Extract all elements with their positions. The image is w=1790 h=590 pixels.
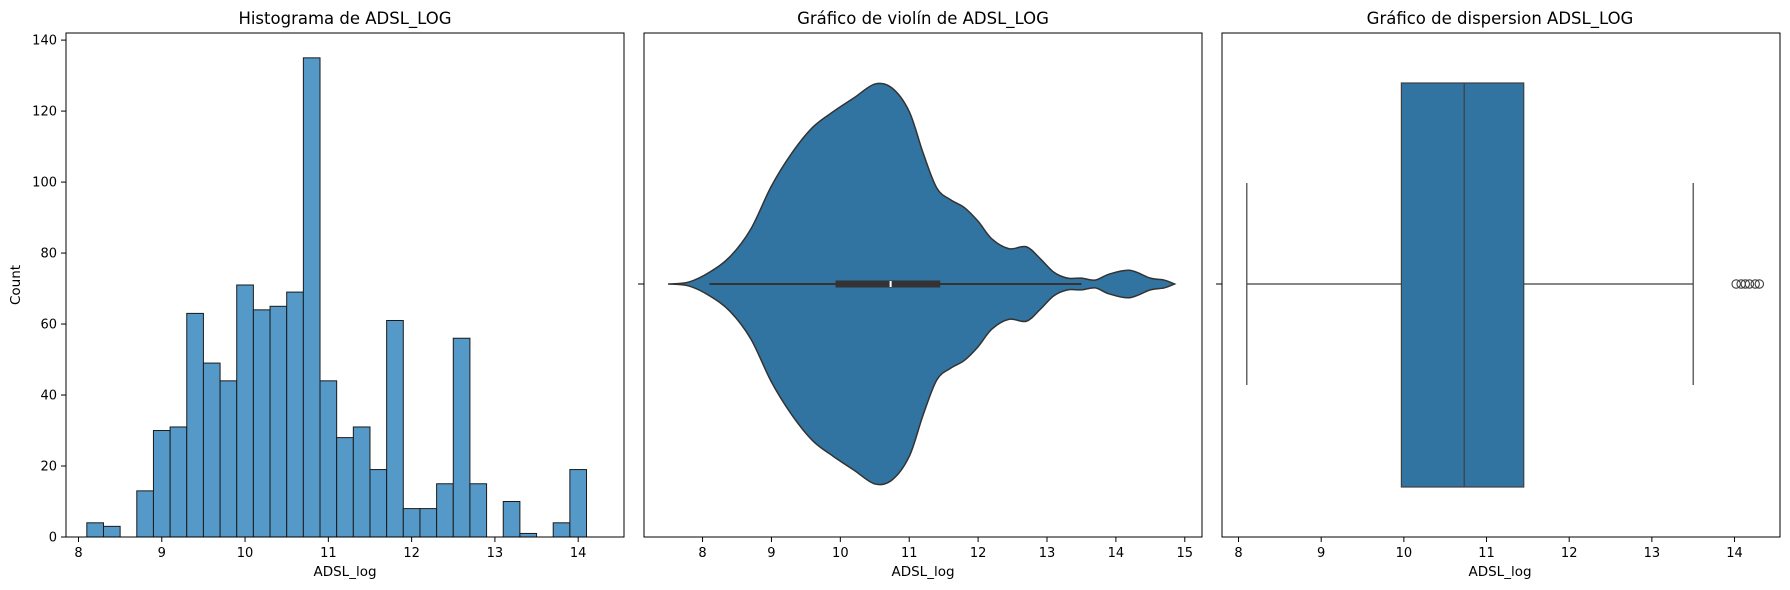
histogram-bar: [436, 483, 454, 538]
boxplot-x-tick-label: 12: [1561, 546, 1578, 561]
boxplot-x-tick-label: 11: [1478, 546, 1495, 561]
boxplot-outlier: [1754, 279, 1765, 289]
histogram-bar: [469, 483, 488, 538]
histogram-x-tick-label: 9: [158, 546, 166, 561]
histogram-x-tick-label: 14: [570, 546, 587, 561]
histogram-bar: [352, 426, 371, 538]
histogram-bar: [502, 501, 521, 538]
violin-x-ticks: 8 9 10 11 12 13 14 15: [698, 537, 1193, 561]
boxplot-body: [1246, 82, 1765, 488]
violin-x-tick-label: 10: [832, 546, 849, 561]
histogram-x-ticks: 8 9 10 11 12 13 14: [74, 537, 586, 561]
histogram-bar: [302, 57, 321, 538]
histogram-bar: [219, 380, 238, 538]
histogram-bars: [86, 57, 588, 538]
histogram-y-tick-label: 40: [40, 389, 57, 404]
histogram-bar: [519, 532, 538, 538]
histogram-xlabel: ADSL_log: [313, 564, 376, 580]
histogram-y-tick-label: 140: [32, 34, 57, 49]
histogram-y-tick-label: 80: [40, 247, 57, 262]
boxplot-panel: Gráfico de dispersion ADSL_LOG 8 9 10 11 12 1…: [1216, 9, 1781, 580]
histogram-bar: [386, 319, 404, 538]
histogram-bar: [402, 508, 421, 538]
histogram-bar: [552, 522, 571, 538]
boxplot-title: Gráfico de dispersion ADSL_LOG: [1367, 9, 1634, 29]
histogram-bar: [336, 437, 354, 538]
histogram-bar: [169, 426, 188, 538]
histogram-bar: [202, 362, 221, 538]
histogram-y-tick-label: 20: [40, 460, 57, 475]
violin-x-tick-label: 8: [698, 546, 706, 561]
histogram-bar: [452, 337, 471, 538]
violin-body: [668, 82, 1177, 486]
histogram-bar: [152, 430, 171, 538]
boxplot-outlier: [1750, 279, 1760, 289]
histogram-panel: Histograma de ADSL_LOG 8 9 10 11 12 13 14 0 20 4…: [8, 9, 625, 580]
boxplot-x-tick-label: 13: [1644, 546, 1661, 561]
histogram-x-tick-label: 10: [237, 546, 254, 561]
histogram-bar: [102, 525, 121, 538]
histogram-bar: [319, 380, 338, 538]
histogram-x-tick-label: 8: [74, 546, 82, 561]
histogram-title: Histograma de ADSL_LOG: [238, 9, 451, 29]
histogram-x-tick-label: 13: [487, 546, 504, 561]
histogram-bar: [236, 284, 254, 538]
histogram-y-tick-label: 0: [49, 531, 57, 546]
histogram-bar: [186, 312, 204, 538]
boxplot-x-tick-label: 9: [1317, 546, 1325, 561]
histogram-bar: [369, 469, 388, 538]
violin-title: Gráfico de violín de ADSL_LOG: [797, 9, 1049, 29]
histogram-bar: [269, 305, 288, 538]
boxplot-x-tick-label: 14: [1726, 546, 1743, 561]
histogram-bar: [419, 508, 438, 538]
violin-x-tick-label: 13: [1039, 546, 1056, 561]
violin-x-tick-label: 11: [901, 546, 918, 561]
boxplot-x-tick-label: 10: [1396, 546, 1413, 561]
histogram-y-tick-label: 60: [40, 318, 57, 333]
violin-x-tick-label: 15: [1177, 546, 1194, 561]
violin-panel: Gráfico de violín de ADSL_LOG 8 9 10 11 12 13…: [638, 9, 1203, 580]
violin-x-tick-label: 12: [970, 546, 987, 561]
violin-frame: [643, 32, 1203, 538]
violin-x-tick-label: 14: [1108, 546, 1125, 561]
violin-x-tick-label: 9: [767, 546, 775, 561]
histogram-y-ticks: 0 20 40 60 80 100 120 140: [32, 34, 66, 546]
histogram-bar: [136, 490, 154, 538]
boxplot-outlier: [1740, 279, 1751, 289]
histogram-bar: [286, 291, 304, 538]
histogram-bar: [86, 522, 104, 538]
histogram-y-tick-label: 100: [32, 176, 57, 191]
boxplot-outlier: [1744, 279, 1755, 289]
violin-xlabel: ADSL_log: [891, 564, 954, 580]
histogram-bar: [252, 309, 271, 538]
violin-iqr-box: [835, 280, 941, 288]
boxplot-outlier: [1731, 279, 1741, 289]
boxplot-x-ticks: 8 9 10 11 12 13 14: [1234, 537, 1743, 561]
boxplot-x-tick-label: 8: [1234, 546, 1242, 561]
boxplot-frame: [1221, 32, 1781, 538]
boxplot-xlabel: ADSL_log: [1468, 564, 1531, 580]
histogram-bar: [569, 469, 588, 538]
boxplot-box: [1400, 82, 1525, 488]
histogram-y-tick-label: 120: [32, 105, 57, 120]
histogram-x-tick-label: 11: [320, 546, 337, 561]
histogram-x-tick-label: 12: [403, 546, 420, 561]
histogram-frame: [65, 32, 625, 538]
histogram-ylabel: Count: [8, 265, 24, 305]
